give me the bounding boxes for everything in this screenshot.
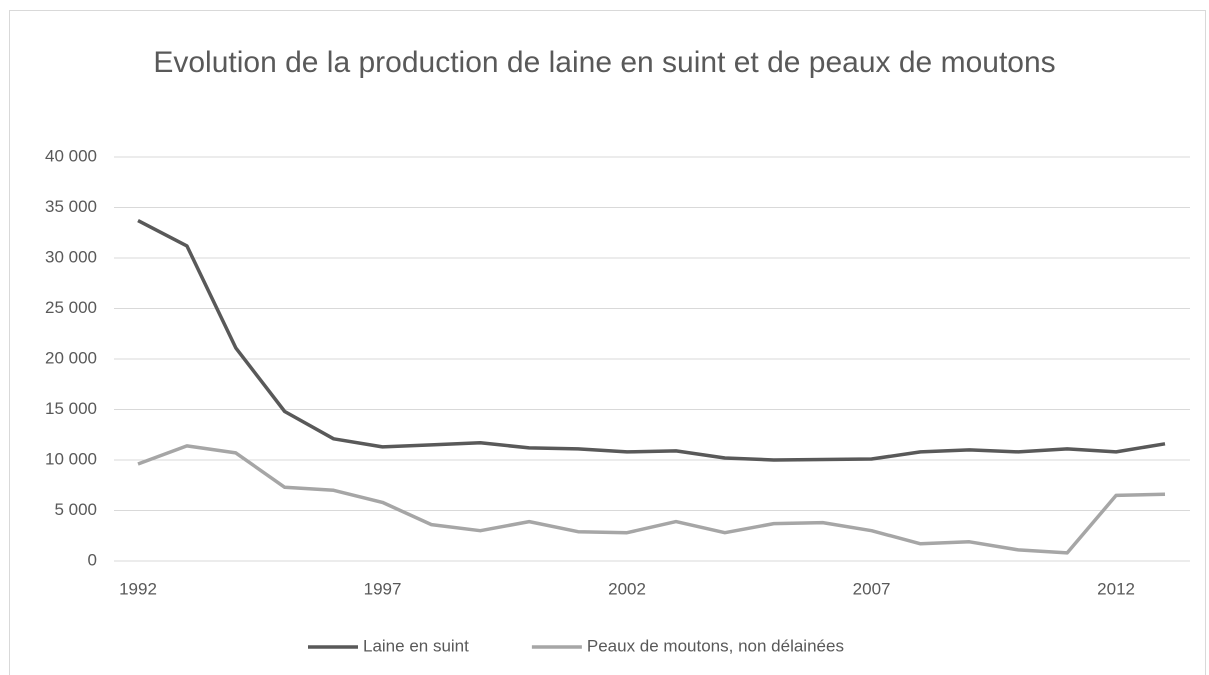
y-tick-label: 15 000	[45, 399, 97, 418]
chart-title: Evolution de la production de laine en s…	[153, 46, 1056, 79]
series-line	[137, 219, 1166, 462]
x-tick-label: 1997	[364, 579, 402, 598]
x-tick-label: 2007	[853, 579, 891, 598]
chart-border	[9, 10, 1206, 675]
legend-label: Peaux de moutons, non délainées	[587, 636, 844, 655]
x-tick-label: 2002	[608, 579, 646, 598]
y-tick-label: 10 000	[45, 449, 97, 468]
x-tick-label: 1992	[119, 579, 157, 598]
legend-label: Laine en suint	[363, 636, 469, 655]
x-tick-label: 2012	[1097, 579, 1135, 598]
series-line	[137, 444, 1166, 555]
y-tick-label: 20 000	[45, 348, 97, 367]
y-tick-label: 25 000	[45, 298, 97, 317]
y-tick-label: 40 000	[45, 146, 97, 165]
y-tick-label: 0	[88, 550, 97, 569]
y-tick-label: 35 000	[45, 197, 97, 216]
y-tick-label: 5 000	[54, 500, 97, 519]
y-tick-label: 30 000	[45, 247, 97, 266]
